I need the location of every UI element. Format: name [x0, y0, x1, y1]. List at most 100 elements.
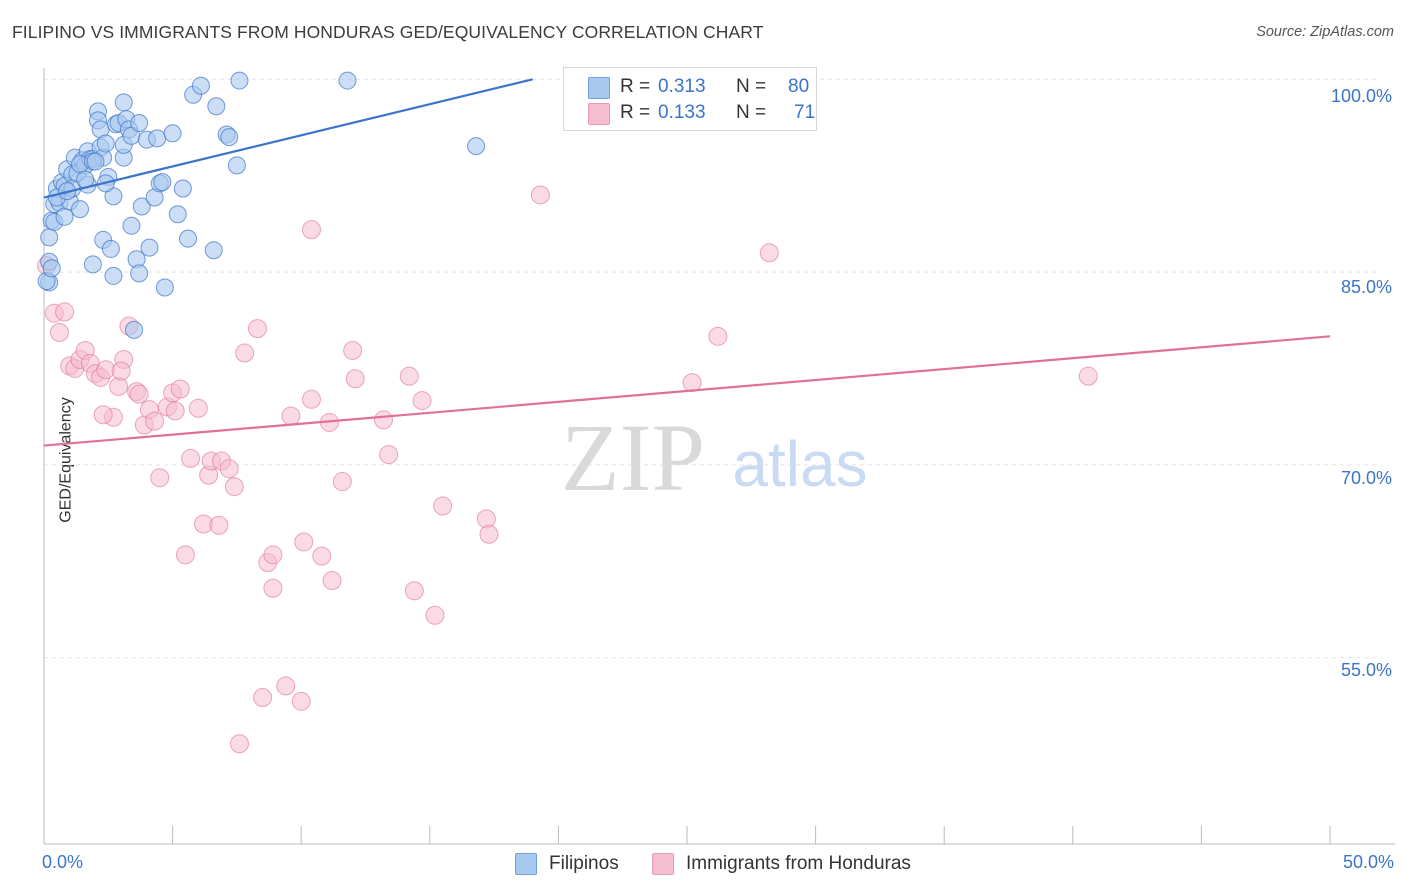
data-point-honduras: [219, 459, 239, 479]
data-point-filipinos: [101, 239, 120, 258]
data-point-honduras: [301, 389, 321, 409]
data-point-honduras: [312, 546, 332, 566]
data-point-honduras: [1078, 366, 1098, 386]
trend-line-honduras: [43, 335, 1331, 447]
data-point-filipinos: [467, 137, 486, 156]
data-point-honduras: [175, 545, 195, 565]
legend-swatch-blue: [588, 77, 610, 99]
series-honduras-points: [37, 185, 1098, 754]
data-point-honduras: [263, 578, 283, 598]
data-point-filipinos: [71, 200, 90, 219]
series-filipinos-points: [37, 71, 486, 339]
data-point-filipinos: [86, 152, 105, 171]
data-point-filipinos: [220, 128, 239, 147]
data-point-honduras: [291, 691, 311, 711]
data-point-honduras: [253, 687, 273, 707]
data-point-honduras: [235, 343, 255, 363]
data-point-honduras: [150, 468, 170, 488]
legend-n-label: N =: [736, 76, 767, 97]
data-point-honduras: [294, 532, 314, 552]
data-point-honduras: [379, 445, 399, 465]
data-point-honduras: [332, 472, 352, 492]
data-point-filipinos: [230, 71, 249, 90]
data-point-honduras: [165, 401, 185, 421]
data-point-filipinos: [125, 320, 144, 339]
data-point-honduras: [399, 366, 419, 386]
watermark: ZIP atlas: [561, 404, 868, 511]
data-point-honduras: [55, 302, 75, 322]
data-point-filipinos: [163, 124, 182, 143]
x-tick-label-min: 0.0%: [42, 852, 84, 872]
data-point-filipinos: [153, 173, 172, 192]
data-point-filipinos: [114, 93, 133, 112]
data-point-filipinos: [155, 278, 174, 297]
data-point-honduras: [49, 322, 69, 342]
data-point-honduras: [209, 515, 229, 535]
x-tick-label-max: 50.0%: [1342, 852, 1394, 872]
source-note: Source: ZipAtlas.com: [1256, 24, 1394, 40]
data-point-honduras: [145, 411, 165, 431]
legend-swatch-pink: [588, 103, 610, 125]
y-tick-label-55: 55.0%: [1340, 660, 1392, 680]
data-point-filipinos: [130, 264, 149, 283]
data-point-honduras: [111, 361, 131, 381]
data-point-filipinos: [338, 71, 357, 90]
data-point-honduras: [530, 185, 550, 205]
y-tick-label-85: 85.0%: [1340, 277, 1392, 297]
data-point-honduras: [93, 405, 113, 425]
chart-title: FILIPINO VS IMMIGRANTS FROM HONDURAS GED…: [12, 22, 764, 42]
data-point-honduras: [301, 220, 321, 240]
data-point-honduras: [170, 379, 190, 399]
data-point-filipinos: [173, 179, 192, 198]
trend-lines: [43, 78, 1331, 447]
data-point-filipinos: [140, 238, 159, 257]
data-point-honduras: [412, 391, 432, 411]
data-point-filipinos: [122, 216, 141, 235]
legend-n-value: 80: [788, 76, 810, 97]
data-point-filipinos: [148, 129, 167, 148]
y-tick-label-100: 100.0%: [1330, 86, 1392, 106]
data-point-filipinos: [204, 241, 223, 260]
data-point-filipinos: [130, 113, 149, 132]
data-point-honduras: [322, 571, 342, 591]
data-point-honduras: [433, 496, 453, 516]
bottom-legend-swatch-blue: [515, 853, 537, 875]
data-point-honduras: [129, 384, 149, 404]
data-point-honduras: [345, 369, 365, 389]
legend-r-value: 0.313: [658, 76, 706, 97]
data-point-honduras: [263, 545, 283, 565]
data-point-filipinos: [132, 197, 151, 216]
legend-r-label: R =: [620, 76, 651, 97]
data-point-filipinos: [207, 97, 226, 116]
data-point-honduras: [374, 410, 394, 430]
data-point-honduras: [181, 448, 201, 468]
data-point-filipinos: [40, 228, 59, 247]
axes: [43, 68, 1395, 845]
data-point-honduras: [281, 406, 301, 426]
data-point-filipinos: [227, 156, 246, 175]
data-point-honduras: [224, 477, 244, 497]
data-point-honduras: [708, 326, 728, 346]
data-point-filipinos: [104, 266, 123, 285]
data-point-honduras: [425, 605, 445, 625]
data-point-filipinos: [191, 76, 210, 95]
data-point-honduras: [188, 398, 208, 418]
data-point-filipinos: [168, 205, 187, 224]
data-point-honduras: [759, 243, 779, 263]
data-point-honduras: [404, 581, 424, 601]
bottom-legend-honduras: Immigrants from Honduras: [652, 852, 911, 876]
data-point-filipinos: [55, 207, 74, 226]
legend-r-value: 0.133: [658, 102, 706, 123]
bottom-legend-label-filipinos: Filipinos: [549, 853, 619, 874]
trend-line-filipinos: [43, 78, 533, 199]
watermark-zip: ZIP: [561, 404, 705, 511]
data-point-filipinos: [83, 255, 102, 274]
data-point-honduras: [229, 734, 249, 754]
legend-row-honduras: R = 0.133 N = 71: [588, 100, 815, 126]
y-tick-label-70: 70.0%: [1340, 468, 1392, 488]
legend-row-filipinos: R = 0.313 N = 80: [588, 74, 810, 100]
data-point-honduras: [247, 319, 267, 339]
data-point-honduras: [479, 524, 499, 544]
watermark-atlas: atlas: [732, 428, 867, 500]
